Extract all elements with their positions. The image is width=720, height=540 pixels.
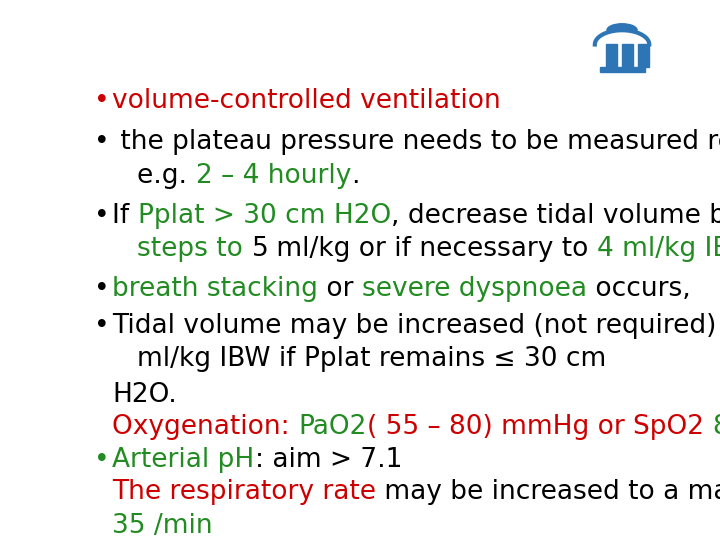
Text: 35 /min: 35 /min <box>112 513 213 539</box>
Text: .: . <box>351 163 360 188</box>
Bar <box>600 67 646 72</box>
Text: •: • <box>94 203 110 229</box>
Bar <box>622 44 633 67</box>
Text: Arterial pH: Arterial pH <box>112 447 255 472</box>
Text: 2 – 4 hourly: 2 – 4 hourly <box>196 163 351 188</box>
Text: 4 ml/kg IBW: 4 ml/kg IBW <box>597 236 720 262</box>
Text: volume-controlled ventilation: volume-controlled ventilation <box>112 87 501 113</box>
Text: the plateau pressure needs to be measured regularly: the plateau pressure needs to be measure… <box>112 129 720 155</box>
Text: 5: 5 <box>252 236 269 262</box>
Text: Pplat > 30 cm H2O: Pplat > 30 cm H2O <box>138 203 391 229</box>
Text: •: • <box>94 275 110 302</box>
Text: •: • <box>94 447 110 472</box>
Text: ml/kg IBW if Pplat remains ≤ 30 cm: ml/kg IBW if Pplat remains ≤ 30 cm <box>138 346 607 372</box>
Text: severe dyspnoea: severe dyspnoea <box>362 275 587 302</box>
Text: •: • <box>94 313 110 339</box>
Text: The respiratory rate: The respiratory rate <box>112 480 377 505</box>
Wedge shape <box>607 24 637 30</box>
Text: Tidal volume may be increased (not required) to 7 or 8: Tidal volume may be increased (not requi… <box>112 313 720 339</box>
Text: ml/kg or if necessary to: ml/kg or if necessary to <box>269 236 597 262</box>
Text: breath stacking: breath stacking <box>112 275 318 302</box>
Text: , decrease tidal volume by: , decrease tidal volume by <box>391 203 720 229</box>
Text: steps to: steps to <box>138 236 252 262</box>
Text: H2O.: H2O. <box>112 382 177 408</box>
Text: PaO2: PaO2 <box>298 414 366 440</box>
Text: e.g.: e.g. <box>138 163 196 188</box>
Text: may be increased to a maximum of: may be increased to a maximum of <box>377 480 720 505</box>
Bar <box>638 44 649 67</box>
Text: •: • <box>94 129 110 155</box>
Text: : aim > 7.1: : aim > 7.1 <box>255 447 402 472</box>
Text: 88-95%: 88-95% <box>712 414 720 440</box>
Text: Oxygenation:: Oxygenation: <box>112 414 298 440</box>
Text: SpO2: SpO2 <box>633 414 712 440</box>
Text: If: If <box>112 203 138 229</box>
Text: or: or <box>318 275 362 302</box>
Text: occurs,: occurs, <box>587 275 690 302</box>
Text: ( 55 – 80) mmHg or: ( 55 – 80) mmHg or <box>366 414 633 440</box>
Bar <box>606 44 617 67</box>
Text: •: • <box>94 87 110 113</box>
